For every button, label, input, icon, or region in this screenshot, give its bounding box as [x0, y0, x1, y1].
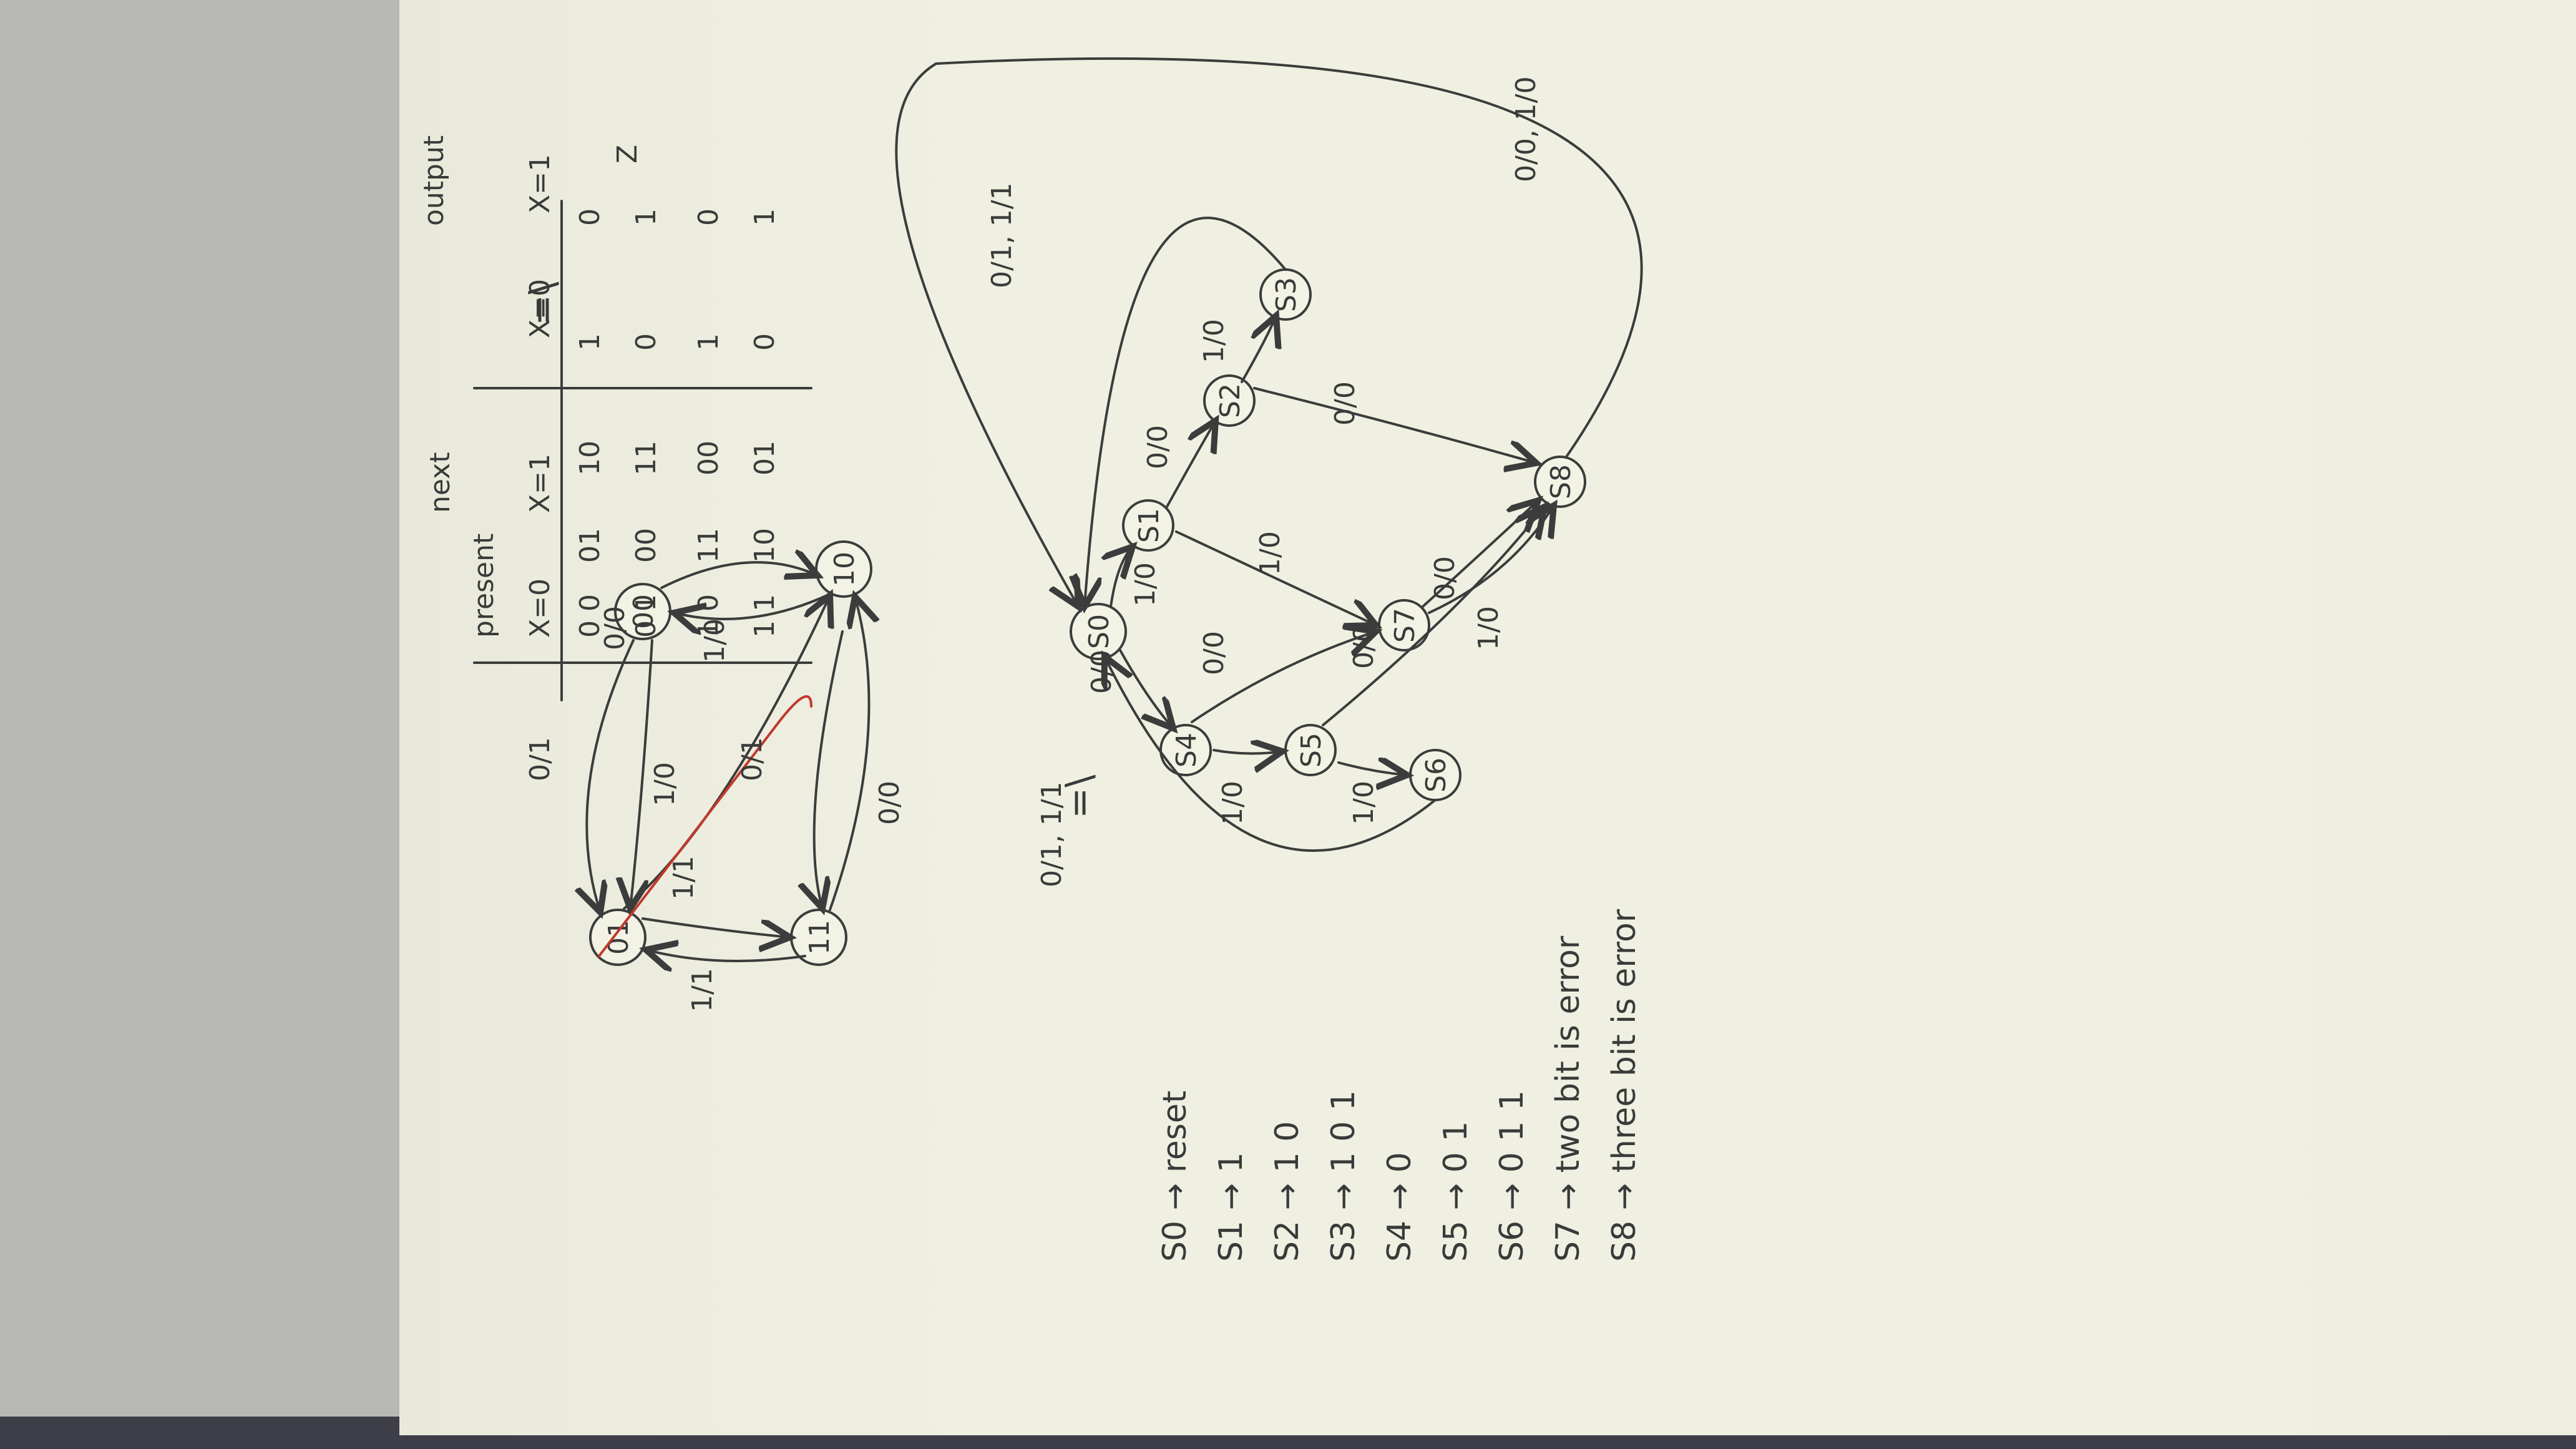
svg-text:0: 0	[693, 208, 724, 226]
svg-text:01: 01	[574, 528, 606, 563]
svg-text:11: 11	[630, 441, 662, 476]
svg-text:0: 0	[630, 333, 662, 351]
svg-text:S7 → two bit is error: S7 → two bit is error	[1549, 935, 1587, 1262]
section-one-marker: =\	[521, 281, 565, 326]
fsm2-state-s3: S3	[1259, 268, 1312, 321]
fsm2-diagram: S0 S1 S2 S3 S4 S5 S6 S7 S8	[895, 57, 1643, 887]
svg-text:00: 00	[693, 441, 724, 476]
svg-text:S5: S5	[1295, 733, 1327, 768]
svg-text:11: 11	[693, 528, 724, 563]
fsm1-label-8: 0/0	[874, 781, 905, 825]
fsm1-label-4: 1/0	[649, 762, 681, 806]
fsm1-label-1: 1/0	[699, 618, 731, 663]
svg-text:00: 00	[628, 594, 660, 629]
fsm2-state-s7: S7	[1378, 599, 1430, 651]
svg-text:S1: S1	[1133, 508, 1165, 543]
state-table: next output Z present X=0 X=1 X=0 X=1 0 …	[418, 135, 812, 701]
svg-text:0 1: 0 1	[630, 594, 662, 638]
svg-text:01: 01	[603, 920, 635, 955]
svg-text:1/0: 1/0	[1217, 781, 1249, 825]
fsm1-label-3: 0/0	[599, 606, 631, 650]
section-two-marker: =\	[1058, 774, 1101, 819]
svg-text:0 0: 0 0	[574, 594, 606, 638]
svg-text:1: 1	[749, 208, 781, 226]
fsm2-state-s4: S4	[1159, 724, 1212, 776]
svg-text:X=1: X=1	[524, 454, 556, 513]
table-row: 0 1 00 11 0 1	[630, 208, 662, 638]
svg-text:output: output	[418, 135, 450, 226]
svg-text:1 1: 1 1	[749, 594, 781, 638]
svg-text:0/0: 0/0	[1198, 631, 1230, 675]
svg-text:X=1: X=1	[524, 154, 556, 213]
svg-text:11: 11	[804, 920, 836, 955]
svg-text:Z: Z	[612, 145, 643, 163]
svg-text:S2 → 1 0: S2 → 1 0	[1269, 1121, 1306, 1262]
svg-text:00: 00	[630, 528, 662, 563]
svg-text:0/0: 0/0	[1142, 425, 1174, 469]
svg-text:1/0: 1/0	[1254, 531, 1286, 575]
svg-text:1: 1	[574, 333, 606, 351]
svg-text:next: next	[424, 452, 456, 513]
svg-text:10: 10	[829, 552, 861, 587]
svg-text:S4 → 0: S4 → 0	[1381, 1152, 1418, 1262]
svg-text:S8 → three bit is error: S8 → three bit is error	[1606, 909, 1643, 1262]
svg-text:present: present	[468, 534, 500, 638]
svg-text:S0: S0	[1083, 614, 1115, 649]
table-row: 0 0 01 10 1 0	[574, 208, 606, 638]
svg-text:0/0, 1/0: 0/0, 1/0	[1510, 76, 1542, 182]
fsm2-state-s5: S5	[1284, 724, 1337, 776]
fsm2-state-s0: S0	[1070, 603, 1127, 660]
svg-text:X=0: X=0	[524, 578, 556, 638]
fsm1-label-5: 0/1	[736, 737, 768, 781]
svg-text:0/0: 0/0	[1086, 650, 1118, 694]
state-legend: S0 → reset S1 → 1 S2 → 1 0 S3 → 1 0 1 S4…	[1156, 909, 1643, 1262]
svg-text:S7: S7	[1389, 608, 1421, 643]
svg-text:0/0: 0/0	[1429, 556, 1461, 600]
svg-text:01: 01	[749, 441, 781, 476]
svg-text:1 0: 1 0	[693, 594, 724, 638]
svg-text:0: 0	[574, 208, 606, 226]
svg-text:0: 0	[749, 333, 781, 351]
svg-text:S4: S4	[1171, 733, 1203, 768]
svg-text:1: 1	[693, 333, 724, 351]
fsm2-state-s1: S1	[1122, 499, 1174, 552]
fsm1-state-10: 10	[815, 540, 872, 598]
fsm1-state-00: 00	[614, 583, 671, 640]
svg-text:X=0: X=0	[524, 279, 556, 338]
table-row: 1 0 11 00 1 0	[693, 208, 724, 638]
svg-text:1/0: 1/0	[1473, 606, 1505, 650]
fsm1-label-7: 1/1	[668, 856, 700, 900]
svg-text:S2: S2	[1214, 383, 1246, 418]
svg-text:10: 10	[574, 441, 606, 476]
svg-text:1/0: 1/0	[1348, 781, 1380, 825]
svg-text:0/1, 1/1: 0/1, 1/1	[986, 182, 1018, 288]
svg-text:S5 → 0 1: S5 → 0 1	[1437, 1121, 1475, 1262]
fsm1-label-2: 0/1	[524, 737, 556, 781]
svg-text:0/0: 0/0	[1348, 625, 1380, 669]
svg-text:S8: S8	[1545, 464, 1577, 499]
fsm1-label-6: 1/1	[686, 968, 718, 1012]
fsm2-state-s2: S2	[1203, 374, 1256, 427]
svg-text:0/0: 0/0	[1329, 381, 1361, 426]
fsm2-state-s8: S8	[1534, 456, 1586, 508]
svg-text:0/1, 1/1: 0/1, 1/1	[1036, 781, 1068, 887]
svg-text:S6: S6	[1420, 758, 1452, 793]
svg-text:1: 1	[630, 208, 662, 226]
svg-text:S3: S3	[1271, 277, 1302, 312]
svg-text:S3 → 1 0 1: S3 → 1 0 1	[1325, 1090, 1362, 1262]
fsm2-state-s6: S6	[1409, 749, 1461, 801]
svg-text:S6 → 0 1 1: S6 → 0 1 1	[1493, 1090, 1531, 1262]
svg-text:S1 → 1: S1 → 1	[1212, 1152, 1250, 1262]
svg-text:10: 10	[749, 528, 781, 563]
svg-text:1/0: 1/0	[1129, 562, 1161, 607]
fsm1-diagram: 00 01 10 11	[524, 540, 905, 1012]
table-row: 1 1 10 01 0 1	[749, 208, 781, 638]
svg-text:S0 → reset: S0 → reset	[1156, 1091, 1194, 1262]
svg-text:1/0: 1/0	[1198, 319, 1230, 363]
